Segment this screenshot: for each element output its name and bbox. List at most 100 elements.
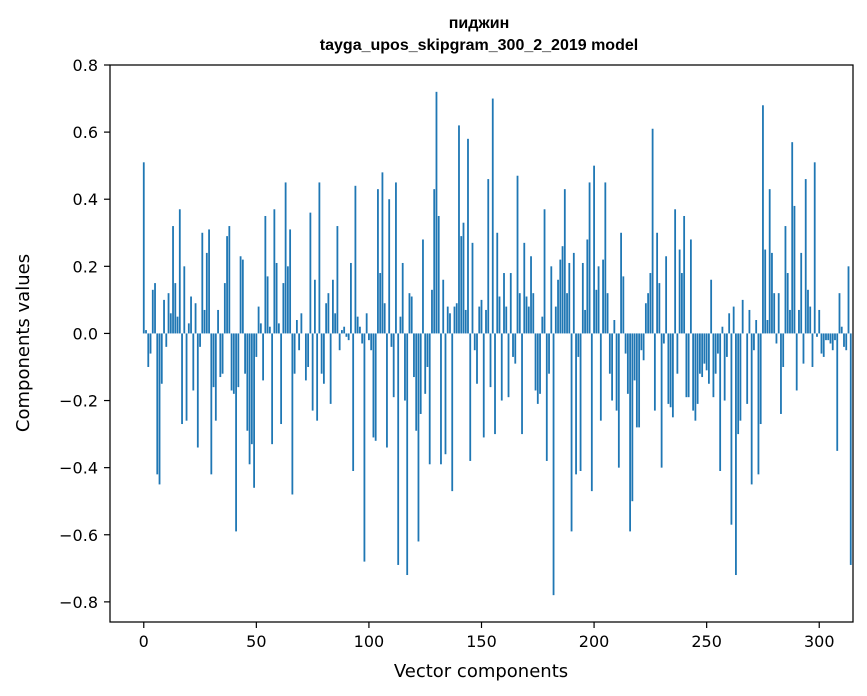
bar (640, 333, 643, 351)
bar (307, 333, 310, 367)
x-tick-label: 0 (139, 632, 149, 651)
bar (446, 306, 449, 334)
bar (516, 175, 519, 334)
bar (638, 333, 641, 428)
bar (235, 333, 237, 532)
bar (653, 333, 656, 411)
bar (266, 276, 269, 334)
bar (658, 283, 661, 334)
bar (370, 333, 373, 351)
bar (359, 326, 361, 334)
bar (813, 162, 816, 334)
bar (647, 293, 650, 334)
bar (311, 333, 314, 411)
bar (491, 98, 494, 334)
bar (410, 296, 413, 334)
bar (730, 333, 733, 525)
bar (230, 333, 233, 391)
bar (377, 189, 379, 334)
bar (809, 306, 812, 334)
bar (719, 333, 722, 471)
bar (334, 313, 337, 334)
bar (635, 333, 638, 428)
bar (361, 333, 364, 344)
bar (275, 262, 278, 334)
bar (401, 262, 404, 334)
bar (298, 333, 301, 351)
bar (388, 199, 391, 334)
bar (476, 333, 478, 384)
y-axis: 0.8 0.6 0.4 0.2 0.0 −0.2 −0.4 −0.6 −0.8 (59, 56, 110, 612)
bar (662, 333, 665, 344)
bar (606, 293, 609, 334)
bar (390, 333, 393, 347)
bar (748, 309, 751, 334)
bar (433, 189, 436, 334)
bar (649, 273, 652, 334)
bar (167, 293, 170, 334)
bar (692, 333, 695, 411)
bar (356, 316, 359, 334)
bar (759, 333, 762, 425)
bar (820, 333, 823, 354)
bar (437, 215, 440, 334)
bar (570, 333, 573, 532)
bar (329, 333, 332, 404)
bar (566, 293, 568, 334)
bar (795, 333, 798, 391)
bar (701, 333, 704, 378)
bar (705, 333, 708, 371)
bar (149, 333, 152, 354)
bar (608, 333, 611, 374)
bar (512, 333, 514, 357)
bar (455, 303, 458, 334)
bar (633, 333, 636, 381)
bar (271, 333, 274, 445)
bar (196, 333, 199, 448)
bar (518, 293, 521, 334)
bar (843, 333, 845, 347)
bar (451, 333, 454, 492)
bar (372, 333, 375, 438)
bar (689, 239, 692, 334)
y-tick-label: −0.4 (59, 459, 98, 478)
bar (602, 259, 604, 334)
bar (753, 333, 755, 351)
bar (597, 266, 600, 334)
bar (178, 209, 181, 334)
bar (210, 333, 213, 475)
bar (232, 333, 235, 394)
y-tick-label: 0.0 (73, 324, 98, 343)
bars-group (142, 91, 852, 596)
bar (793, 205, 796, 334)
bar (651, 128, 654, 334)
bar (766, 320, 769, 334)
bar (712, 333, 715, 398)
bar (667, 333, 670, 404)
bar (199, 333, 201, 347)
bar (354, 185, 357, 334)
bar (440, 333, 442, 465)
bar (579, 333, 582, 471)
bar (498, 296, 501, 334)
bar (214, 333, 217, 421)
bar (723, 333, 726, 401)
bar (613, 320, 616, 334)
bar (192, 333, 195, 391)
bar (791, 142, 794, 334)
bar (816, 333, 818, 337)
bar (318, 182, 321, 334)
plot-frame (109, 64, 854, 623)
bar (237, 333, 240, 388)
bar (262, 333, 264, 381)
bar (174, 283, 177, 334)
bar (780, 333, 782, 414)
bar (428, 333, 431, 465)
bar (541, 316, 544, 334)
bar (257, 306, 260, 334)
bar (838, 293, 841, 334)
bar (660, 333, 663, 468)
bar (419, 333, 422, 414)
bar (386, 333, 388, 448)
bar (435, 91, 438, 334)
